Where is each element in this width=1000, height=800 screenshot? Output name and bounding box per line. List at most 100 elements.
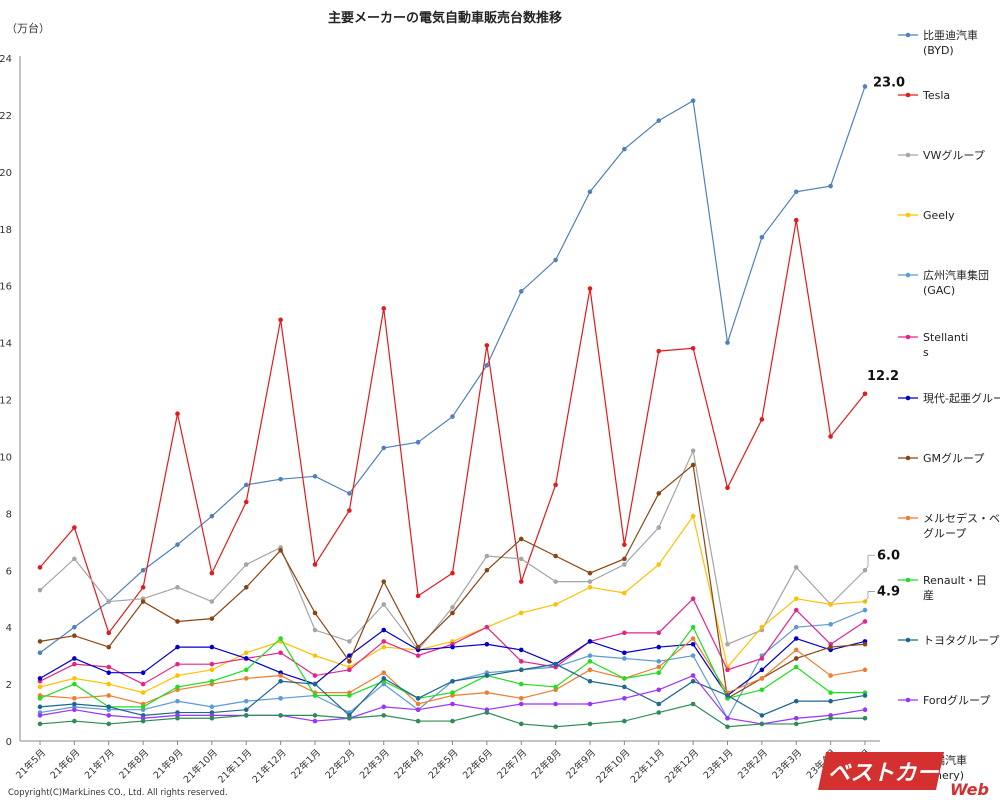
data-point: [312, 653, 318, 658]
data-point: [312, 610, 318, 616]
legend-swatch-marker: [905, 577, 911, 583]
data-point: [347, 653, 352, 658]
data-point: [381, 644, 387, 650]
data-point: [587, 701, 593, 707]
copyright-text: Copyright(C)MarkLines CO., Ltd. All righ…: [8, 788, 228, 798]
data-point: [690, 513, 696, 519]
legend-swatch-marker: [905, 32, 911, 38]
data-point: [518, 681, 524, 687]
data-point: [622, 590, 627, 596]
data-point: [72, 525, 77, 530]
data-point: [759, 656, 765, 661]
y-axis-unit-label: （万台）: [6, 21, 50, 35]
data-point: [553, 684, 558, 690]
data-point: [518, 289, 524, 294]
legend-label: Fordグループ: [923, 693, 990, 707]
x-tick-label: 23年2月: [735, 747, 770, 782]
data-point: [72, 661, 77, 667]
legend-swatch-marker: [905, 334, 911, 340]
x-tick-label: 22年8月: [529, 747, 564, 782]
data-point: [37, 696, 43, 701]
y-tick-label: 2: [6, 680, 12, 691]
data-point: [587, 579, 593, 584]
data-point: [793, 647, 799, 653]
legend-item: メルセデス・ベンツグループ: [898, 511, 1000, 540]
data-point: [209, 616, 215, 621]
data-point: [106, 681, 112, 687]
data-point: [312, 718, 318, 724]
data-point: [587, 570, 593, 576]
data-point: [587, 678, 593, 684]
data-point: [553, 482, 558, 488]
data-point: [622, 562, 627, 567]
data-point: [656, 659, 662, 664]
data-point: [622, 684, 627, 690]
data-point: [450, 570, 455, 576]
data-point: [518, 647, 524, 653]
data-point: [484, 673, 490, 678]
data-point: [690, 673, 696, 678]
legend-label: メルセデス・ベンツグループ: [923, 511, 1000, 540]
legend-item: 現代-起亜グループ: [898, 391, 1000, 405]
data-point: [175, 542, 180, 547]
data-point: [278, 317, 283, 323]
legend-swatch-marker: [905, 697, 911, 703]
data-point: [175, 661, 180, 667]
legend-label: Geely: [923, 209, 955, 222]
x-tick-label: 21年9月: [151, 747, 186, 782]
data-point: [140, 567, 146, 573]
data-point: [209, 667, 215, 673]
data-point: [312, 681, 318, 687]
data-point: [793, 565, 799, 570]
data-point: [381, 306, 387, 311]
data-point: [140, 585, 146, 590]
data-point: [793, 624, 799, 630]
legend-swatch-marker: [905, 152, 911, 158]
y-tick-label: 20: [0, 168, 12, 179]
data-point: [415, 644, 421, 650]
data-point: [862, 607, 868, 613]
x-tick-label: 22年7月: [495, 747, 530, 782]
x-tick-label: 22年9月: [563, 747, 598, 782]
data-point: [518, 659, 524, 664]
logo-backdrop: [818, 752, 944, 790]
data-point: [106, 630, 112, 636]
data-point: [450, 678, 455, 684]
legend-label: 現代-起亜グループ: [923, 391, 1000, 405]
data-point: [725, 724, 730, 730]
data-point: [106, 713, 112, 718]
value-callout: 6.0: [877, 548, 900, 563]
value-callout: 4.9: [877, 585, 900, 600]
data-point: [587, 286, 593, 291]
legend-item: 比亜迪汽車(BYD): [898, 28, 978, 57]
data-point: [140, 599, 146, 604]
data-point: [347, 659, 352, 664]
data-point: [37, 704, 43, 710]
data-point: [725, 693, 730, 698]
data-point: [72, 624, 77, 630]
data-point: [243, 707, 249, 712]
data-point: [243, 676, 249, 681]
x-tick-label: 21年10月: [181, 747, 220, 786]
data-point: [278, 678, 283, 684]
data-point: [140, 670, 146, 675]
data-point: [278, 650, 283, 656]
y-tick-label: 18: [0, 225, 12, 236]
x-tick-label: 21年7月: [82, 747, 117, 782]
x-tick-label: 21年12月: [250, 747, 289, 786]
x-tick-label: 22年4月: [391, 747, 426, 782]
data-point: [587, 189, 593, 195]
data-point: [312, 627, 318, 633]
data-point: [347, 715, 352, 721]
callout-leader: [864, 554, 875, 571]
data-point: [484, 624, 490, 630]
data-point: [243, 482, 249, 488]
data-point: [415, 707, 421, 712]
data-point: [450, 644, 455, 650]
data-point: [450, 718, 455, 724]
data-point: [415, 653, 421, 658]
y-tick-label: 6: [6, 566, 12, 577]
data-point: [72, 556, 77, 562]
data-point: [587, 585, 593, 590]
data-point: [793, 607, 799, 613]
